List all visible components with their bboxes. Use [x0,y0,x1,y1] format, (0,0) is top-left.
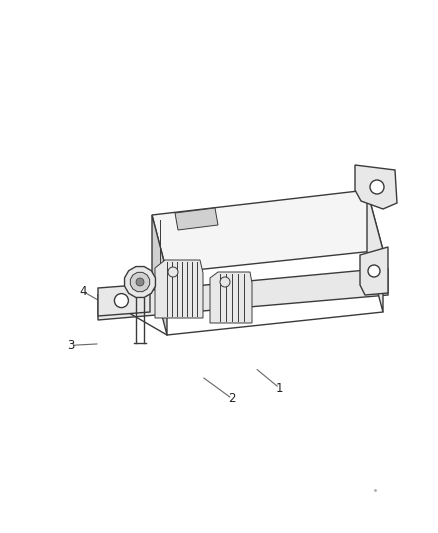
Polygon shape [131,272,150,292]
Polygon shape [360,247,388,295]
Circle shape [168,267,178,277]
Polygon shape [210,272,252,323]
Circle shape [368,265,380,277]
Text: 1: 1 [276,382,283,394]
Polygon shape [98,284,150,316]
Polygon shape [155,260,203,318]
Polygon shape [152,190,383,273]
Circle shape [370,180,384,194]
Circle shape [136,278,144,286]
Text: 2: 2 [228,392,236,405]
Polygon shape [152,215,167,335]
Circle shape [220,277,230,287]
Polygon shape [355,165,397,209]
Polygon shape [367,190,383,312]
Circle shape [114,294,128,308]
Text: 3: 3 [67,339,74,352]
Polygon shape [124,266,155,297]
Polygon shape [175,208,218,230]
Polygon shape [98,268,388,320]
Text: 4: 4 [79,285,87,298]
